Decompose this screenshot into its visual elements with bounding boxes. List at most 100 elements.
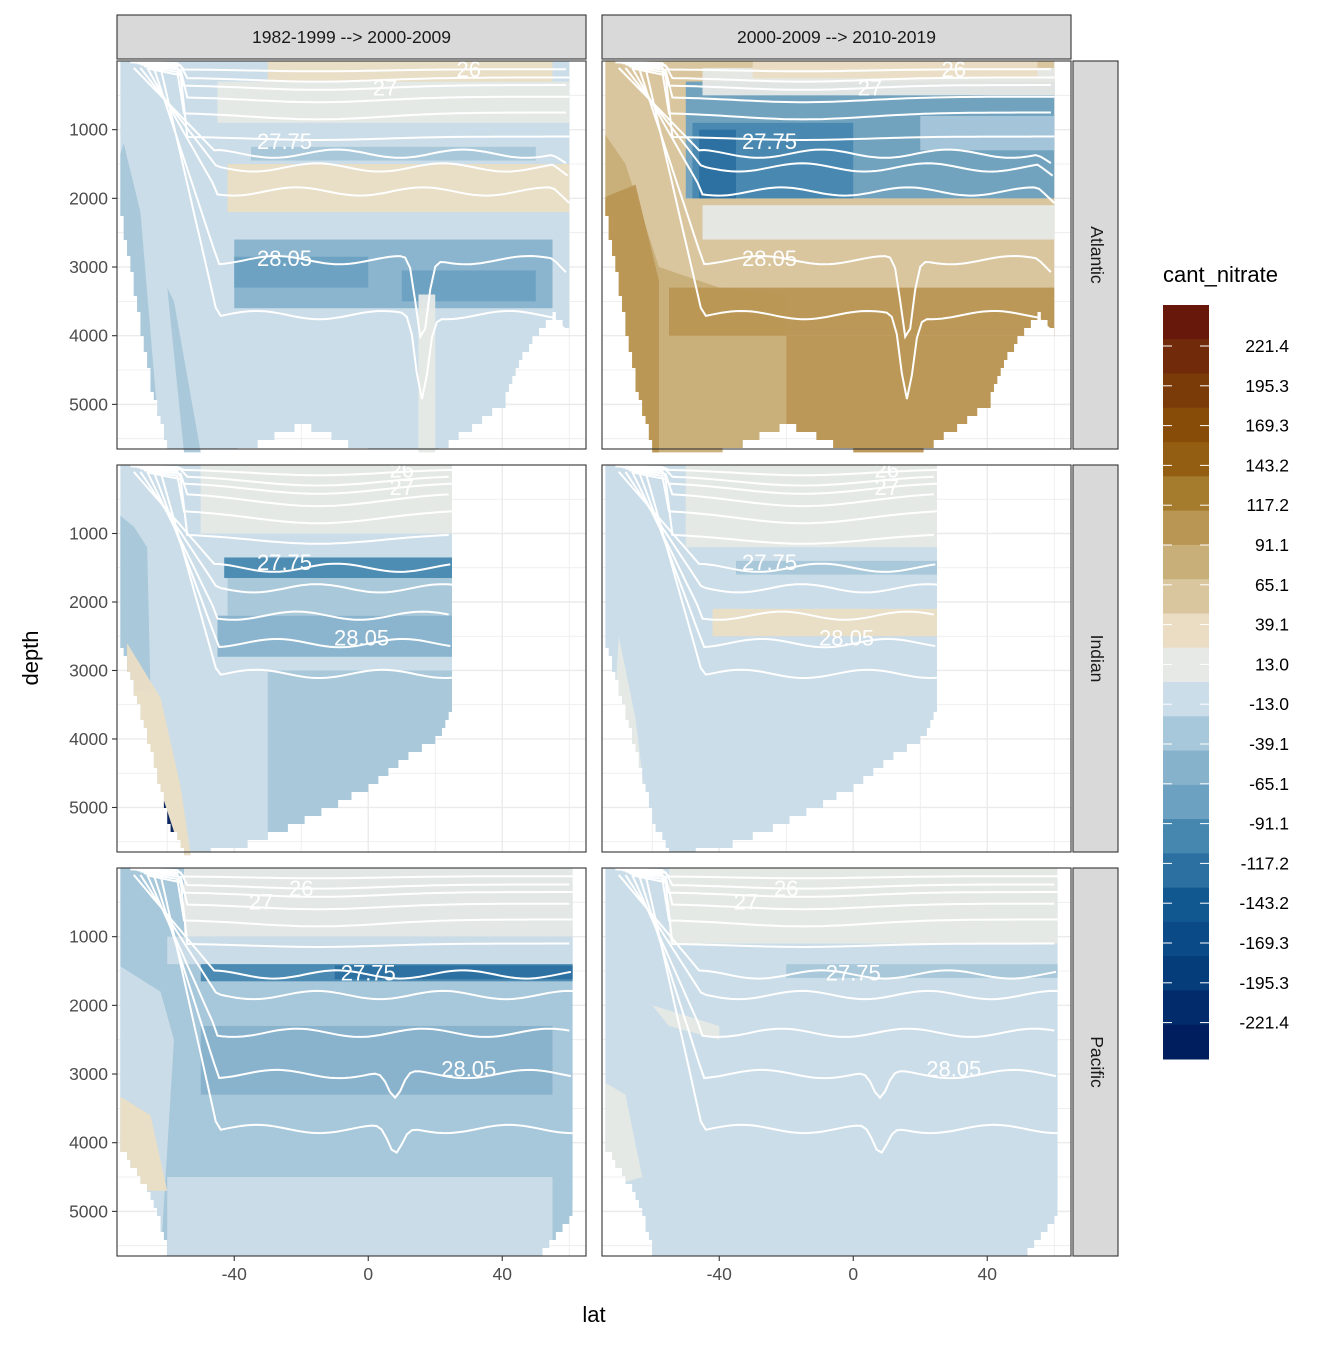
- y-tick-label: 1000: [69, 523, 108, 543]
- isopycnal-line: [133, 61, 570, 83]
- isopycnal-label: 27.75: [257, 550, 312, 575]
- isopycnal-label: 26: [289, 876, 313, 901]
- legend-color-step: [1163, 510, 1209, 546]
- field-patch: [167, 287, 201, 453]
- isopycnal-line: [631, 471, 934, 545]
- isopycnal-line: [618, 61, 1055, 83]
- isopycnal-line: [637, 471, 936, 649]
- isopycnal-line: [152, 67, 567, 340]
- legend: cant_nitrate 221.4 195.3 169.3 143.2 117.2 91…: [1163, 262, 1289, 1060]
- legend-label: -221.4: [1239, 1013, 1289, 1033]
- isopycnal-line: [159, 471, 453, 680]
- isopycnal-line: [136, 466, 453, 495]
- y-tick-label: 3000: [69, 257, 108, 277]
- isopycnal-line: [631, 874, 1055, 948]
- y-tick-label: 2000: [69, 188, 108, 208]
- isopycnal-line: [628, 65, 1051, 121]
- isopycnal-line: [628, 872, 1058, 928]
- isopycnal-label: 27.75: [742, 550, 797, 575]
- y-tick-label: 2000: [69, 995, 108, 1015]
- field-band: [167, 1177, 553, 1256]
- row-strip: [1072, 464, 1119, 853]
- isopycnal-line: [143, 469, 453, 525]
- isopycnal-line: [621, 62, 1051, 91]
- isopycnal-line: [146, 471, 449, 621]
- isopycnal-line: [146, 874, 570, 1038]
- isopycnal-line: [147, 471, 449, 545]
- isopycnal-line: [637, 67, 1052, 340]
- y-tick-label: 5000: [69, 1201, 108, 1221]
- facet-strips: 1982-1999 --> 2000-2009 2000-2009 --> 201…: [116, 14, 1119, 1257]
- legend-color-step: [1163, 613, 1209, 649]
- legend-color-step: [1163, 442, 1209, 477]
- y-tick-label: 5000: [69, 394, 108, 414]
- x-tick-label: -40: [222, 1264, 248, 1284]
- legend-label: 195.3: [1245, 376, 1289, 396]
- isopycnal-line: [631, 471, 934, 621]
- y-tick-label: 1000: [69, 120, 108, 140]
- legend-color-step: [1163, 819, 1209, 854]
- column-strip: [601, 14, 1072, 60]
- panel-pacific-1: 27 26 27.75 28.05: [601, 867, 1072, 1257]
- legend-color-step: [1163, 544, 1209, 580]
- panel-pacific-0: 27 26 27.75 28.05: [116, 867, 587, 1257]
- legend-label: -65.1: [1249, 774, 1289, 794]
- isopycnal-line: [621, 466, 938, 495]
- legend-color-step: [1163, 716, 1209, 752]
- legend-label: 13.0: [1255, 654, 1289, 674]
- legend-label: 117.2: [1247, 495, 1290, 515]
- legend-color-step: [1163, 750, 1209, 786]
- field-band: [712, 608, 937, 637]
- x-tick-label: 40: [978, 1264, 998, 1284]
- legend-color-step: [1163, 784, 1209, 820]
- field-band: [267, 61, 553, 82]
- isopycnal-line: [618, 868, 1055, 890]
- isopycnal-label: 28.05: [334, 625, 389, 650]
- x-axis-title: lat: [582, 1302, 605, 1327]
- panels-layer: 262727.7528.05262727.7528.05262727.7528.…: [116, 57, 1072, 1257]
- isopycnal-label: 27: [249, 890, 273, 915]
- isopycnal-line: [133, 874, 572, 980]
- isopycnal-label: 27.75: [341, 960, 396, 985]
- isopycnal-line: [644, 874, 1058, 1154]
- column-strip-label: 2000-2009 --> 2010-2019: [737, 27, 936, 47]
- x-tick-label: 0: [848, 1264, 858, 1284]
- isopycnal-line: [146, 874, 570, 948]
- panel-border: [601, 867, 1072, 1257]
- isopycnal-line: [624, 67, 1054, 177]
- legend-color-step: [1163, 921, 1209, 957]
- isopycnal-line: [133, 67, 567, 164]
- isopycnal-line: [637, 874, 1057, 1100]
- panel-border: [116, 464, 587, 853]
- isopycnal-line: [139, 874, 573, 1001]
- field-band: [702, 205, 1055, 240]
- isopycnal-label: 26: [774, 876, 798, 901]
- axes: 1000200030004000500010002000300040005000…: [69, 120, 997, 1284]
- field-band: [224, 557, 452, 579]
- row-strip: [1072, 60, 1119, 450]
- legend-label: 39.1: [1255, 615, 1289, 635]
- legend-color-step: [1163, 956, 1209, 991]
- y-tick-label: 4000: [69, 729, 108, 749]
- field-band: [234, 256, 369, 288]
- isopycnal-label: 28.05: [257, 246, 312, 271]
- isopycnal-line: [625, 63, 1055, 104]
- field-band: [334, 965, 573, 980]
- isopycnal-line: [133, 868, 570, 890]
- legend-color-step: [1163, 887, 1209, 923]
- isopycnal-line: [618, 874, 1057, 980]
- legend-label: 143.2: [1245, 455, 1289, 475]
- row-strip-label: Pacific: [1087, 1036, 1107, 1088]
- legend-label: -195.3: [1239, 973, 1289, 993]
- panel-border: [116, 867, 587, 1257]
- isopycnal-label: 27: [734, 890, 758, 915]
- isopycnal-label: 28.05: [926, 1056, 981, 1081]
- legend-color-step: [1163, 682, 1209, 717]
- y-tick-label: 1000: [69, 927, 108, 947]
- isopycnal-line: [624, 874, 1058, 1001]
- field-band: [184, 868, 573, 937]
- legend-color-step: [1163, 990, 1209, 1026]
- isopycnal-line: [146, 67, 570, 204]
